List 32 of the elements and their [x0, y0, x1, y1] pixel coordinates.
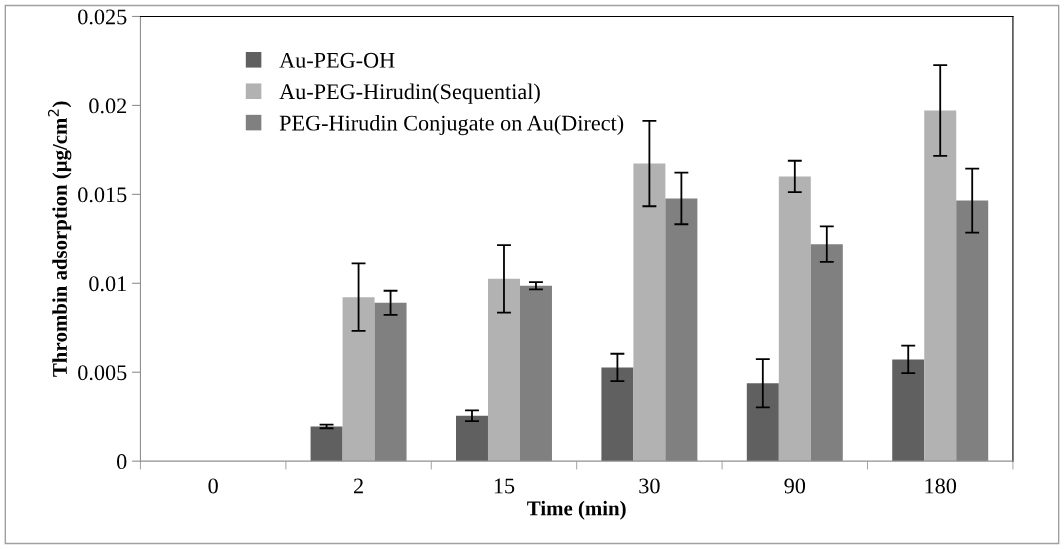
bar [924, 110, 957, 462]
x-tick-label: 30 [639, 478, 660, 494]
y-tick-label: 0.025 [78, 9, 127, 25]
y-tick-label: 0.01 [89, 276, 126, 292]
legend-label: Au-PEG-OH [279, 52, 395, 68]
bar [810, 244, 843, 462]
legend-label: PEG-Hirudin Conjugate on Au(Direct) [279, 114, 624, 136]
bar [487, 278, 520, 462]
bar [601, 367, 634, 462]
bar [956, 200, 989, 462]
bar [665, 198, 698, 462]
y-axis-title: Thrombin adsorption (μg/cm$^{2}$) [47, 101, 72, 377]
bar [746, 383, 779, 462]
x-tick-label: 15 [494, 478, 515, 494]
x-tick-label: 180 [925, 478, 957, 494]
x-tick-label: 2 [353, 478, 363, 494]
y-tick-label: 0.015 [78, 187, 127, 203]
y-tick-label: 0.005 [78, 365, 127, 381]
bar [310, 426, 343, 462]
bar [519, 285, 552, 462]
bar [374, 302, 407, 462]
x-tick-label: 0 [208, 478, 218, 494]
bar [342, 297, 375, 462]
y-tick-label: 0 [116, 454, 127, 470]
bar [892, 359, 925, 462]
bar [633, 163, 666, 462]
bar [455, 415, 488, 462]
x-tick-label: 90 [784, 478, 806, 494]
bar [778, 176, 811, 462]
x-axis-title: Time (min) [527, 500, 626, 520]
legend-label: Au-PEG-Hirudin(Sequential) [279, 83, 540, 104]
y-tick-label: 0.02 [89, 98, 127, 114]
